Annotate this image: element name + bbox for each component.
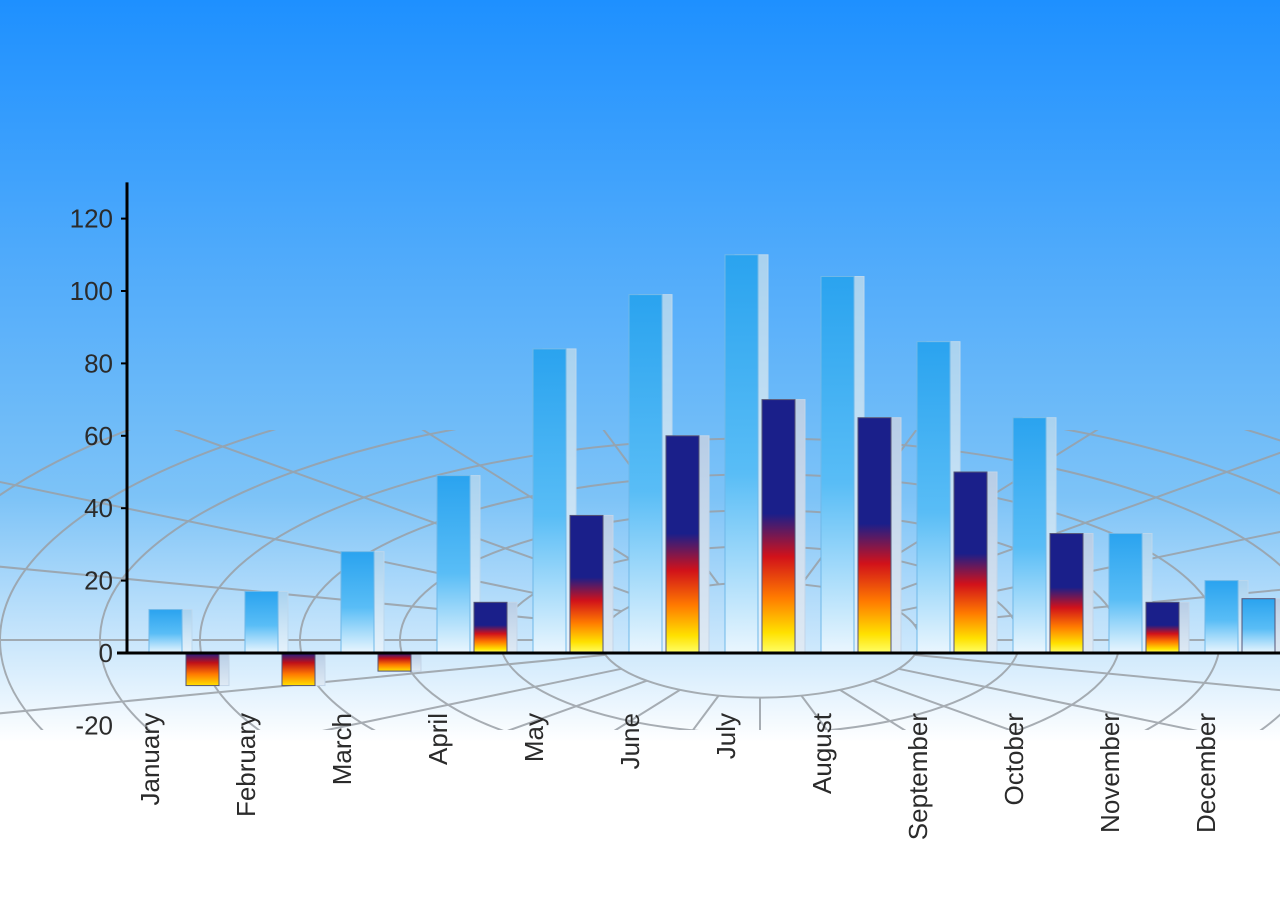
- category-label: September: [903, 713, 933, 841]
- y-tick-label: 20: [84, 566, 113, 596]
- category-label: August: [807, 712, 837, 794]
- bar-series-a: [533, 349, 566, 653]
- y-tick-label: 40: [84, 493, 113, 523]
- category-label: June: [615, 713, 645, 769]
- bar-series-b: [186, 653, 219, 686]
- category-label: October: [999, 713, 1029, 806]
- bar-series-a: [821, 277, 854, 653]
- category-label: November: [1095, 713, 1125, 833]
- chart-svg: -20 0 20 40 60 80 100 120 January February March Ap…: [0, 0, 1280, 905]
- bar-series-a: [629, 295, 662, 653]
- bar-series-a: [149, 610, 182, 653]
- bar-series-b: [378, 653, 411, 671]
- bar-series-b: [954, 472, 987, 653]
- bar-series-a: [1013, 418, 1046, 653]
- chart-stage: -20 0 20 40 60 80 100 120 January February March Ap…: [0, 0, 1280, 905]
- category-label: January: [135, 713, 165, 806]
- y-tick-label: 120: [70, 204, 113, 234]
- bar-series-b: [858, 418, 891, 653]
- bar-series-a: [437, 476, 470, 653]
- category-label: July: [711, 713, 741, 759]
- bar-series-b: [1242, 599, 1275, 653]
- bar-series-a: [1205, 581, 1238, 653]
- bar-series-b: [666, 436, 699, 653]
- bar-series-b: [474, 602, 507, 653]
- category-label: May: [519, 713, 549, 762]
- bar-series-a: [725, 255, 758, 653]
- y-tick-label: 0: [99, 638, 113, 668]
- category-label: March: [327, 713, 357, 785]
- bar-series-a: [245, 591, 278, 653]
- y-tick-label: 100: [70, 276, 113, 306]
- category-label: April: [423, 713, 453, 765]
- category-label: February: [231, 713, 261, 817]
- bar-series-a: [1109, 534, 1142, 653]
- bar-series-b: [1050, 534, 1083, 653]
- bar-series-b: [282, 653, 315, 686]
- y-tick-label: 60: [84, 421, 113, 451]
- bar-series-b: [762, 400, 795, 653]
- y-tick-label: -20: [75, 710, 113, 740]
- bar-series-b: [1146, 602, 1179, 653]
- bar-series-a: [341, 552, 374, 653]
- category-label: December: [1191, 713, 1221, 833]
- y-tick-label: 80: [84, 348, 113, 378]
- bar-series-b: [570, 515, 603, 653]
- bar-series-a: [917, 342, 950, 653]
